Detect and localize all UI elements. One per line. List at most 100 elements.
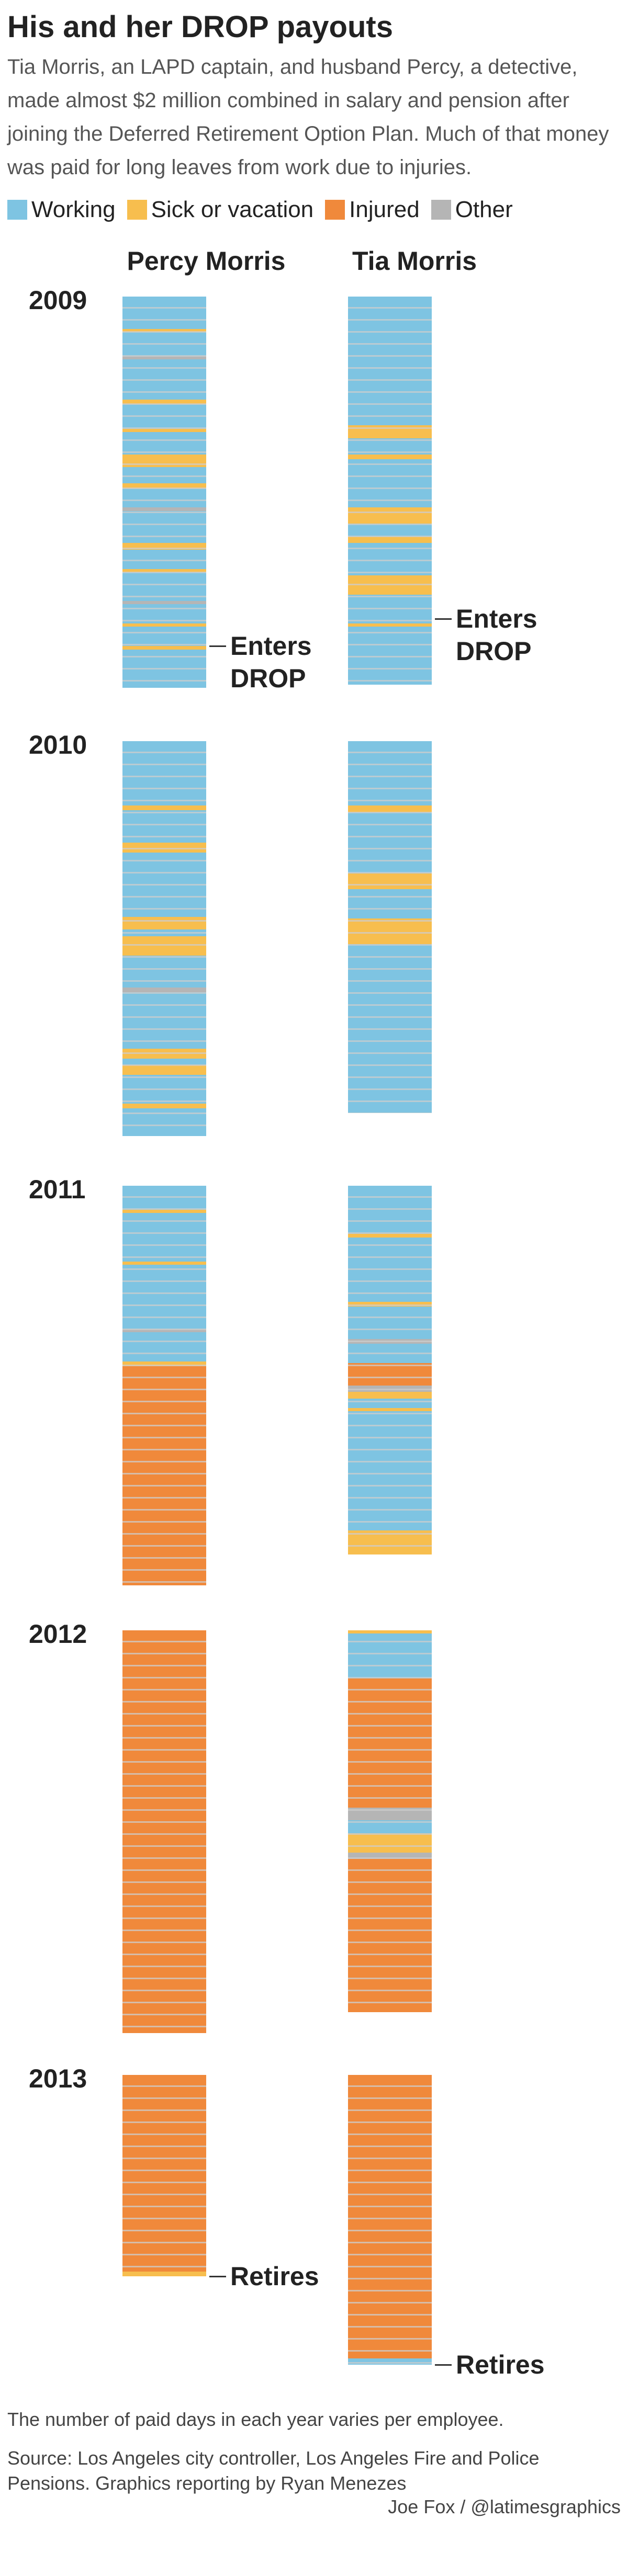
day-segment <box>122 432 206 455</box>
annotation-line <box>435 618 452 620</box>
day-segment <box>122 488 206 508</box>
day-segment <box>348 1820 432 1834</box>
day-segment <box>348 1186 432 1234</box>
legend-item: Working <box>7 197 116 223</box>
legend: Working Sick or vacation Injured Other <box>7 197 513 223</box>
day-segment <box>348 524 432 537</box>
day-segment <box>122 936 206 956</box>
day-segment <box>348 454 432 460</box>
day-segment <box>122 428 206 432</box>
source: Source: Los Angeles city controller, Los… <box>7 2447 540 2494</box>
day-segment <box>122 2271 206 2276</box>
day-segment <box>122 297 206 329</box>
day-segment <box>122 805 206 811</box>
day-segment <box>122 1104 206 1109</box>
day-column <box>122 741 206 1136</box>
footnote: The number of paid days in each year var… <box>7 2409 504 2430</box>
day-column <box>122 297 206 688</box>
day-segment <box>348 805 432 812</box>
day-segment <box>122 549 206 569</box>
day-segment <box>122 569 206 572</box>
day-segment <box>348 1338 432 1344</box>
day-segment <box>348 1630 432 1634</box>
day-segment <box>122 1210 206 1213</box>
day-segment <box>122 1186 206 1210</box>
legend-swatch <box>127 200 147 220</box>
day-segment <box>122 483 206 489</box>
day-segment <box>122 992 206 1049</box>
annotation: Enters DROP <box>456 604 537 666</box>
day-segment <box>122 1049 206 1059</box>
annotation: Enters DROP <box>230 631 312 694</box>
legend-swatch <box>431 200 451 220</box>
day-segment <box>348 918 432 945</box>
year-label: 2012 <box>29 1619 87 1649</box>
day-segment <box>122 1261 206 1265</box>
day-segment <box>122 454 206 468</box>
day-column <box>348 297 432 685</box>
day-column <box>348 1186 432 1555</box>
day-segment <box>122 604 206 624</box>
day-segment <box>348 543 432 575</box>
day-segment <box>348 2358 432 2365</box>
day-segment <box>122 510 206 543</box>
day-segment <box>122 356 206 360</box>
day-segment <box>122 1361 206 1366</box>
day-segment <box>122 1630 206 2033</box>
day-segment <box>348 889 432 918</box>
day-segment <box>348 2075 432 2359</box>
day-segment <box>348 1363 432 1386</box>
day-segment <box>122 543 206 550</box>
day-segment <box>122 601 206 605</box>
day-segment <box>122 646 206 650</box>
day-segment <box>122 1329 206 1333</box>
day-segment <box>122 572 206 602</box>
day-segment <box>122 627 206 646</box>
annotation-line <box>209 2276 226 2277</box>
day-segment <box>122 623 206 627</box>
day-segment <box>122 649 206 688</box>
day-column <box>122 2075 206 2276</box>
legend-item: Sick or vacation <box>127 197 314 223</box>
day-segment <box>348 944 432 1114</box>
annotation-line <box>209 645 226 648</box>
day-segment <box>348 623 432 627</box>
year-label: 2013 <box>29 2064 87 2093</box>
column-header: Percy Morris <box>127 246 286 276</box>
day-segment <box>348 873 432 890</box>
day-segment <box>348 575 432 595</box>
day-segment <box>348 1859 432 2012</box>
day-segment <box>122 328 206 332</box>
day-segment <box>348 297 432 426</box>
legend-label: Injured <box>349 197 420 222</box>
day-segment <box>122 988 206 993</box>
day-segment <box>348 438 432 455</box>
day-segment <box>348 1633 432 1679</box>
day-segment <box>348 1530 432 1555</box>
day-segment <box>122 359 206 400</box>
day-segment <box>122 507 206 511</box>
day-segment <box>122 404 206 429</box>
day-column <box>122 1186 206 1585</box>
day-segment <box>122 1332 206 1361</box>
day-segment <box>348 1234 432 1238</box>
annotation: Retires <box>230 2262 319 2291</box>
day-segment <box>122 1366 206 1585</box>
year-label: 2009 <box>29 286 87 315</box>
day-segment <box>348 1307 432 1339</box>
day-segment <box>348 1853 432 1859</box>
day-segment <box>348 1678 432 1808</box>
legend-item: Other <box>431 197 513 223</box>
day-segment <box>122 1058 206 1065</box>
legend-swatch <box>7 200 27 220</box>
day-segment <box>348 1833 432 1853</box>
annotation-line <box>435 2364 452 2366</box>
day-segment <box>348 594 432 624</box>
day-segment <box>122 1065 206 1075</box>
day-segment <box>348 1385 432 1392</box>
intro: Tia Morris, an LAPD captain, and husband… <box>7 55 609 179</box>
day-segment <box>348 741 432 806</box>
legend-label: Sick or vacation <box>151 197 314 222</box>
annotation: Retires <box>456 2350 545 2380</box>
